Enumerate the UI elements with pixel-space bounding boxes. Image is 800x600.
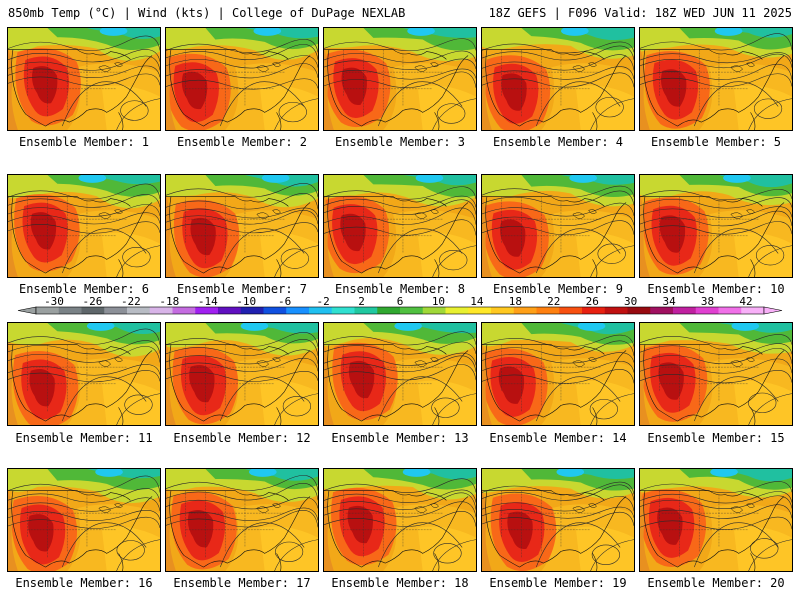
colorbar-tick-label: 10 [432, 295, 445, 308]
colorbar-tick-label: 34 [662, 295, 676, 308]
colorbar-tick-label: 18 [509, 295, 522, 308]
colorbar-segment [36, 307, 60, 314]
colorbar-segment [127, 307, 151, 314]
colorbar-tick-label: 38 [701, 295, 714, 308]
ensemble-member-label: Ensemble Member: 1 [18, 135, 150, 149]
colorbar-segment [468, 307, 492, 314]
colorbar-tick-label: -6 [278, 295, 291, 308]
ensemble-member-map [165, 322, 319, 426]
colorbar-segment [741, 307, 765, 314]
ensemble-member-label: Ensemble Member: 5 [650, 135, 782, 149]
colorbar-high-arrow [763, 306, 783, 315]
ensemble-member-map [639, 468, 793, 572]
ensemble-member-map [7, 174, 161, 278]
ensemble-member-label: Ensemble Member: 19 [489, 576, 627, 590]
ensemble-member-map [7, 27, 161, 131]
colorbar-segment [604, 307, 628, 314]
ensemble-member-map [7, 322, 161, 426]
colorbar-tick-label: 14 [470, 295, 484, 308]
colorbar-segment [650, 307, 674, 314]
colorbar-segment [695, 307, 719, 314]
ensemble-member-map [639, 174, 793, 278]
map-title: 850mb Temp (°C) | Wind (kts) | College o… [8, 6, 406, 20]
colorbar-segment [536, 307, 560, 314]
colorbar-segment [104, 307, 128, 314]
ensemble-member-map [481, 27, 635, 131]
colorbar-segment [377, 307, 401, 314]
colorbar-segment [627, 307, 651, 314]
colorbar-segment [309, 307, 333, 314]
colorbar-segment [195, 307, 219, 314]
colorbar-segment [81, 307, 105, 314]
colorbar-tick-label: -14 [198, 295, 218, 308]
ensemble-member-map [323, 322, 477, 426]
colorbar-tick-label: 42 [739, 295, 752, 308]
ensemble-member-label: Ensemble Member: 9 [492, 282, 624, 296]
ensemble-member-label: Ensemble Member: 13 [331, 431, 469, 445]
colorbar-tick-label: -22 [121, 295, 141, 308]
colorbar-graphic: -30 -26 -22 -18 -14 -10 -6 -2 2 6 10 14 18 22 26 30 34 38… [17, 295, 783, 315]
ensemble-member-map [165, 27, 319, 131]
colorbar-tick-label: -18 [159, 295, 179, 308]
ensemble-member-map [639, 322, 793, 426]
ensemble-member-map [481, 322, 635, 426]
colorbar-segment [718, 307, 742, 314]
colorbar-segment [218, 307, 242, 314]
colorbar-tick-label: -26 [83, 295, 103, 308]
ensemble-member-map [165, 174, 319, 278]
ensemble-member-label: Ensemble Member: 2 [176, 135, 308, 149]
ensemble-member-label: Ensemble Member: 17 [173, 576, 311, 590]
ensemble-member-label: Ensemble Member: 4 [492, 135, 624, 149]
forecast-valid-time: 18Z GEFS | F096 Valid: 18Z WED JUN 11 20… [488, 6, 792, 20]
colorbar-segment [559, 307, 583, 314]
ensemble-member-map [639, 27, 793, 131]
ensemble-member-map [323, 27, 477, 131]
ensemble-member-map [323, 174, 477, 278]
ensemble-member-map [165, 468, 319, 572]
colorbar-tick-label: -2 [316, 295, 329, 308]
ensemble-member-map [323, 468, 477, 572]
ensemble-member-label: Ensemble Member: 20 [647, 576, 785, 590]
colorbar-segment [673, 307, 697, 314]
colorbar-segment [286, 307, 310, 314]
colorbar-segment [445, 307, 469, 314]
colorbar-segment [149, 307, 173, 314]
ensemble-member-label: Ensemble Member: 6 [18, 282, 150, 296]
colorbar-segment [58, 307, 82, 314]
colorbar-segment [172, 307, 196, 314]
ensemble-member-label: Ensemble Member: 7 [176, 282, 308, 296]
colorbar-tick-label: 30 [624, 295, 637, 308]
ensemble-member-label: Ensemble Member: 11 [15, 431, 153, 445]
ensemble-member-label: Ensemble Member: 14 [489, 431, 627, 445]
temperature-colorbar: -30 -26 -22 -18 -14 -10 -6 -2 2 6 10 14 18 22 26 30 34 38… [14, 295, 786, 317]
ensemble-member-label: Ensemble Member: 8 [334, 282, 466, 296]
colorbar-segment [354, 307, 378, 314]
colorbar-segment [240, 307, 264, 314]
colorbar-segment [263, 307, 287, 314]
ensemble-member-map [481, 468, 635, 572]
colorbar-segment [513, 307, 537, 314]
colorbar-tick-label: 6 [397, 295, 404, 308]
colorbar-tick-label: -10 [236, 295, 256, 308]
ensemble-member-map [481, 174, 635, 278]
colorbar-segment [491, 307, 515, 314]
colorbar-segment [422, 307, 446, 314]
colorbar-segment [331, 307, 355, 314]
colorbar-tick-label: -30 [44, 295, 64, 308]
ensemble-member-label: Ensemble Member: 10 [647, 282, 785, 296]
colorbar-tick-label: 22 [547, 295, 560, 308]
ensemble-member-label: Ensemble Member: 12 [173, 431, 311, 445]
colorbar-tick-label: 2 [358, 295, 365, 308]
colorbar-segment [582, 307, 606, 314]
colorbar-segment [400, 307, 424, 314]
colorbar-tick-label: 26 [586, 295, 599, 308]
ensemble-member-label: Ensemble Member: 15 [647, 431, 785, 445]
ensemble-member-label: Ensemble Member: 16 [15, 576, 153, 590]
ensemble-member-label: Ensemble Member: 18 [331, 576, 469, 590]
ensemble-member-map [7, 468, 161, 572]
ensemble-member-label: Ensemble Member: 3 [334, 135, 466, 149]
colorbar-low-arrow [17, 306, 37, 315]
